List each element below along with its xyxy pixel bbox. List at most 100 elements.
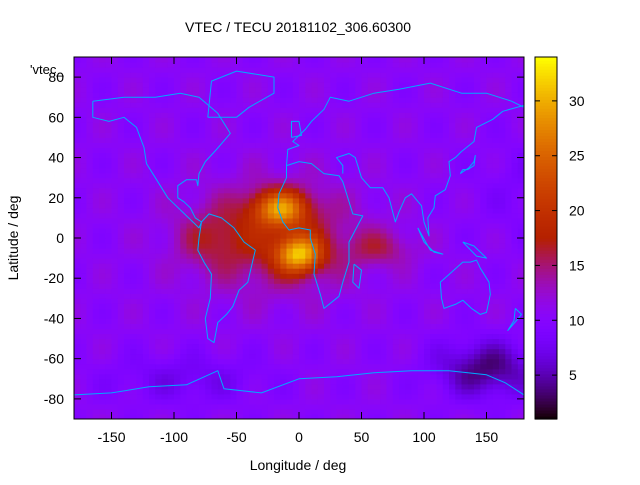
heatmap-cell	[355, 177, 363, 184]
heatmap-cell	[280, 233, 288, 239]
heatmap-cell	[449, 318, 456, 324]
heatmap-cell	[167, 227, 175, 234]
heatmap-cell	[167, 388, 175, 395]
heatmap-cell	[230, 343, 238, 350]
heatmap-cell	[349, 212, 356, 219]
heatmap-cell	[355, 137, 363, 143]
heatmap-cell	[286, 87, 294, 93]
heatmap-cell	[492, 142, 500, 149]
heatmap-cell	[280, 328, 288, 335]
heatmap-cell	[86, 363, 94, 370]
heatmap-cell	[124, 222, 131, 229]
heatmap-cell	[286, 117, 294, 123]
heatmap-cell	[336, 147, 344, 154]
heatmap-cell	[217, 403, 225, 410]
heatmap-cell	[361, 293, 369, 299]
heatmap-cell	[80, 233, 88, 239]
heatmap-cell	[242, 293, 250, 299]
heatmap-cell	[461, 308, 469, 314]
heatmap-cell	[92, 92, 100, 98]
heatmap-cell	[186, 62, 194, 68]
heatmap-cell	[342, 207, 350, 214]
heatmap-cell	[149, 288, 156, 294]
heatmap-cell	[467, 408, 475, 415]
heatmap-cell	[474, 358, 481, 365]
heatmap-cell	[92, 72, 100, 78]
heatmap-cell	[186, 253, 194, 259]
heatmap-cell	[130, 313, 138, 319]
heatmap-cell	[386, 72, 394, 78]
heatmap-cell	[442, 82, 450, 88]
heatmap-cell	[392, 137, 400, 143]
heatmap-cell	[155, 112, 163, 118]
heatmap-cell	[92, 127, 100, 133]
heatmap-cell	[442, 222, 450, 229]
heatmap-cell	[99, 303, 106, 309]
heatmap-cell	[292, 298, 300, 304]
heatmap-cell	[499, 253, 506, 259]
heatmap-cell	[255, 348, 263, 355]
heatmap-cell	[167, 77, 175, 83]
heatmap-cell	[424, 202, 431, 209]
heatmap-cell	[386, 172, 394, 179]
heatmap-cell	[130, 172, 138, 179]
heatmap-cell	[336, 92, 344, 98]
heatmap-cell	[305, 192, 313, 199]
heatmap-cell	[92, 152, 100, 159]
heatmap-cell	[449, 243, 456, 249]
heatmap-cell	[380, 328, 388, 335]
heatmap-cell	[111, 348, 119, 355]
heatmap-cell	[280, 414, 288, 419]
heatmap-cell	[474, 67, 481, 73]
heatmap-cell	[317, 87, 325, 93]
heatmap-cell	[255, 233, 263, 239]
heatmap-cell	[99, 77, 106, 83]
heatmap-cell	[136, 77, 144, 83]
heatmap-cell	[292, 253, 300, 259]
heatmap-cell	[361, 77, 369, 83]
heatmap-cell	[342, 122, 350, 128]
heatmap-cell	[224, 172, 231, 179]
heatmap-cell	[299, 222, 306, 229]
heatmap-cell	[224, 303, 231, 309]
heatmap-cell	[186, 97, 194, 103]
heatmap-cell	[330, 97, 338, 103]
heatmap-cell	[249, 127, 256, 133]
heatmap-cell	[411, 167, 419, 174]
heatmap-cell	[280, 147, 288, 154]
heatmap-cell	[405, 122, 413, 128]
heatmap-cell	[380, 102, 388, 108]
heatmap-cell	[317, 403, 325, 410]
heatmap-cell	[505, 278, 513, 284]
heatmap-cell	[411, 323, 419, 330]
heatmap-cell	[99, 207, 106, 214]
heatmap-cell	[236, 414, 244, 419]
heatmap-cell	[117, 288, 125, 294]
heatmap-cell	[92, 142, 100, 149]
heatmap-cell	[386, 127, 394, 133]
heatmap-cell	[149, 348, 156, 355]
heatmap-cell	[311, 67, 319, 73]
heatmap-cell	[461, 388, 469, 395]
heatmap-cell	[380, 263, 388, 269]
heatmap-cell	[449, 177, 456, 184]
heatmap-cell	[230, 408, 238, 415]
heatmap-cell	[380, 217, 388, 224]
heatmap-cell	[467, 378, 475, 385]
heatmap-cell	[305, 67, 313, 73]
heatmap-cell	[386, 243, 394, 249]
heatmap-cell	[349, 288, 356, 294]
heatmap-cell	[405, 323, 413, 330]
heatmap-cell	[242, 167, 250, 174]
heatmap-cell	[74, 343, 81, 350]
heatmap-cell	[286, 172, 294, 179]
heatmap-cell	[286, 182, 294, 189]
heatmap-cell	[149, 368, 156, 375]
heatmap-cell	[374, 142, 381, 149]
heatmap-cell	[417, 313, 425, 319]
heatmap-cell	[117, 343, 125, 350]
heatmap-cell	[205, 152, 213, 159]
heatmap-cell	[324, 72, 331, 78]
heatmap-cell	[180, 157, 188, 164]
heatmap-cell	[230, 187, 238, 194]
